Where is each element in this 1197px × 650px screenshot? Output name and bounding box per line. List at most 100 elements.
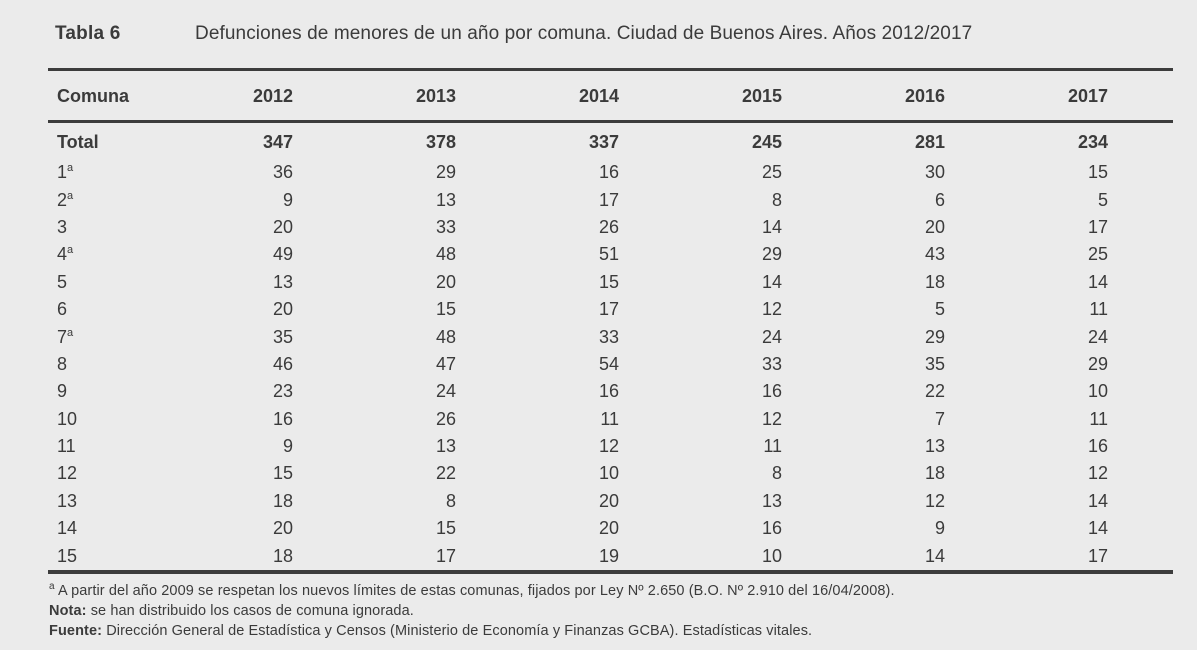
cell-value: 20 bbox=[272, 518, 293, 539]
cell-comuna: 9 bbox=[57, 381, 68, 402]
cell-value: 7 bbox=[934, 408, 945, 429]
comuna-footnote-marker: a bbox=[67, 162, 74, 175]
cell-value: 46 bbox=[272, 353, 293, 374]
cell-value: 13 bbox=[924, 436, 945, 457]
comuna-footnote-marker: a bbox=[67, 189, 74, 202]
cell-comuna: 12 bbox=[57, 463, 78, 484]
cell-value: 5 bbox=[1097, 189, 1108, 210]
cell-value: 16 bbox=[598, 162, 619, 183]
cell-comuna: 6 bbox=[57, 299, 68, 320]
cell-comuna: 10 bbox=[57, 408, 78, 429]
cell-value: 20 bbox=[924, 216, 945, 237]
cell-value: 19 bbox=[598, 545, 619, 566]
cell-value: 11 bbox=[763, 436, 782, 457]
footnote-a-marker: a bbox=[49, 581, 55, 593]
footnote-fuente: Fuente: Dirección General de Estadística… bbox=[49, 621, 1173, 641]
cell-value: 24 bbox=[1087, 326, 1108, 347]
cell-value: 15 bbox=[435, 518, 456, 539]
footnote-fuente-label: Fuente: bbox=[49, 622, 103, 639]
cell-value: 29 bbox=[1087, 353, 1108, 374]
header-separator-rule bbox=[48, 120, 1173, 123]
cell-value: 15 bbox=[272, 463, 293, 484]
cell-value: 15 bbox=[435, 299, 456, 320]
cell-value: 18 bbox=[272, 545, 293, 566]
column-header-2014: 2014 bbox=[578, 86, 619, 106]
cell-value: 11 bbox=[1089, 299, 1108, 320]
cell-value: 20 bbox=[435, 271, 456, 292]
cell-value: 16 bbox=[272, 408, 293, 429]
cell-value: 13 bbox=[761, 490, 782, 511]
cell-value: 9 bbox=[282, 189, 293, 210]
footnotes-block: a A partir del año 2009 se respetan los … bbox=[48, 574, 1173, 641]
cell-value: 12 bbox=[598, 436, 619, 457]
cell-value: 17 bbox=[1087, 545, 1108, 566]
cell-value: 33 bbox=[435, 216, 456, 237]
cell-value: 48 bbox=[435, 326, 456, 347]
cell-value: 337 bbox=[588, 132, 619, 152]
cell-value: 33 bbox=[598, 326, 619, 347]
cell-comuna: 11 bbox=[57, 436, 76, 457]
cell-value: 29 bbox=[435, 162, 456, 183]
cell-value: 20 bbox=[598, 490, 619, 511]
cell-comuna: 2a bbox=[57, 189, 74, 210]
table-row: 3 20 33 26 14 20 17 bbox=[48, 214, 1173, 241]
cell-value: 8 bbox=[771, 189, 782, 210]
footnote-nota-label: Nota: bbox=[49, 602, 87, 619]
cell-value: 11 bbox=[1089, 408, 1108, 429]
table-row: 14 20 15 20 16 9 14 bbox=[48, 515, 1173, 542]
table-label: Tabla 6 bbox=[55, 23, 121, 44]
cell-value: 15 bbox=[1087, 162, 1108, 183]
cell-value: 12 bbox=[761, 408, 782, 429]
table-row: 8 46 47 54 33 35 29 bbox=[48, 351, 1173, 378]
cell-value: 16 bbox=[761, 518, 782, 539]
cell-value: 17 bbox=[435, 545, 456, 566]
cell-value: 18 bbox=[924, 463, 945, 484]
cell-value: 16 bbox=[1087, 436, 1108, 457]
cell-value: 15 bbox=[598, 271, 619, 292]
cell-value: 54 bbox=[598, 353, 619, 374]
table-caption: Tabla 6 Defunciones de menores de un año… bbox=[48, 0, 1173, 68]
cell-value: 24 bbox=[761, 326, 782, 347]
cell-value: 22 bbox=[435, 463, 456, 484]
cell-value: 378 bbox=[425, 132, 456, 152]
cell-value: 281 bbox=[914, 132, 945, 152]
cell-value: 16 bbox=[598, 381, 619, 402]
cell-comuna: 1a bbox=[57, 162, 74, 183]
cell-value: 43 bbox=[924, 244, 945, 265]
statistical-table-page: Tabla 6 Defunciones de menores de un año… bbox=[48, 0, 1173, 641]
cell-value: 16 bbox=[761, 381, 782, 402]
cell-value: 18 bbox=[924, 271, 945, 292]
cell-value: 48 bbox=[435, 244, 456, 265]
cell-value: 51 bbox=[598, 244, 619, 265]
cell-value: 20 bbox=[272, 299, 293, 320]
cell-comuna: 5 bbox=[57, 271, 68, 292]
cell-value: 35 bbox=[272, 326, 293, 347]
cell-value: 14 bbox=[1087, 490, 1108, 511]
cell-value: 24 bbox=[435, 381, 456, 402]
cell-value: 11 bbox=[600, 408, 619, 429]
cell-value: 13 bbox=[435, 436, 456, 457]
cell-value: 29 bbox=[761, 244, 782, 265]
table-title: Defunciones de menores de un año por com… bbox=[195, 23, 973, 44]
column-header-2012: 2012 bbox=[252, 86, 293, 106]
column-header-2016: 2016 bbox=[904, 86, 945, 106]
cell-comuna: 3 bbox=[57, 216, 68, 237]
cell-value: 8 bbox=[445, 490, 456, 511]
cell-value: 14 bbox=[1087, 518, 1108, 539]
footnote-a: a A partir del año 2009 se respetan los … bbox=[49, 581, 1173, 601]
cell-value: 14 bbox=[761, 271, 782, 292]
cell-comuna: 8 bbox=[57, 353, 68, 374]
cell-value: 12 bbox=[1087, 463, 1108, 484]
cell-value: 35 bbox=[924, 353, 945, 374]
cell-value: 17 bbox=[598, 299, 619, 320]
cell-value: 26 bbox=[435, 408, 456, 429]
cell-value: 30 bbox=[924, 162, 945, 183]
table-row: 4a 49 48 51 29 43 25 bbox=[48, 241, 1173, 268]
cell-value: 29 bbox=[924, 326, 945, 347]
cell-value: 10 bbox=[1087, 381, 1108, 402]
table-row: 5 13 20 15 14 18 14 bbox=[48, 269, 1173, 296]
footnote-fuente-text: Dirección General de Estadística y Censo… bbox=[102, 622, 813, 639]
column-header-comuna: Comuna bbox=[57, 86, 129, 106]
cell-value: 25 bbox=[761, 162, 782, 183]
table-header-row: Comuna 2012 2013 2014 2015 2016 2017 bbox=[48, 71, 1173, 120]
